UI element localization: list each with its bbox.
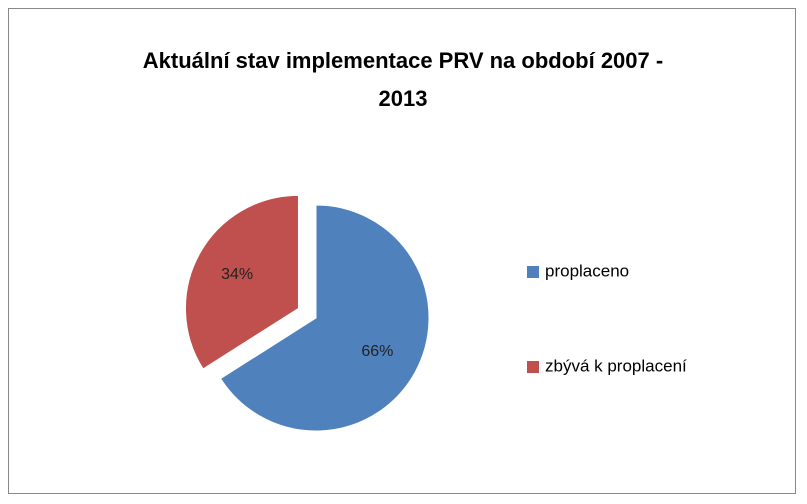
data-label: 34% — [221, 266, 253, 283]
pie-slice — [219, 204, 430, 432]
pie-slice — [185, 194, 299, 370]
legend-label: proplaceno — [545, 261, 629, 280]
legend-swatch — [527, 361, 539, 373]
legend-label: zbývá k proplacení — [545, 356, 687, 375]
chart-frame — [8, 8, 796, 494]
data-label: 66% — [361, 343, 393, 360]
legend-swatch — [527, 266, 539, 278]
chart-title: Aktuální stav implementace PRV na období… — [142, 48, 664, 111]
